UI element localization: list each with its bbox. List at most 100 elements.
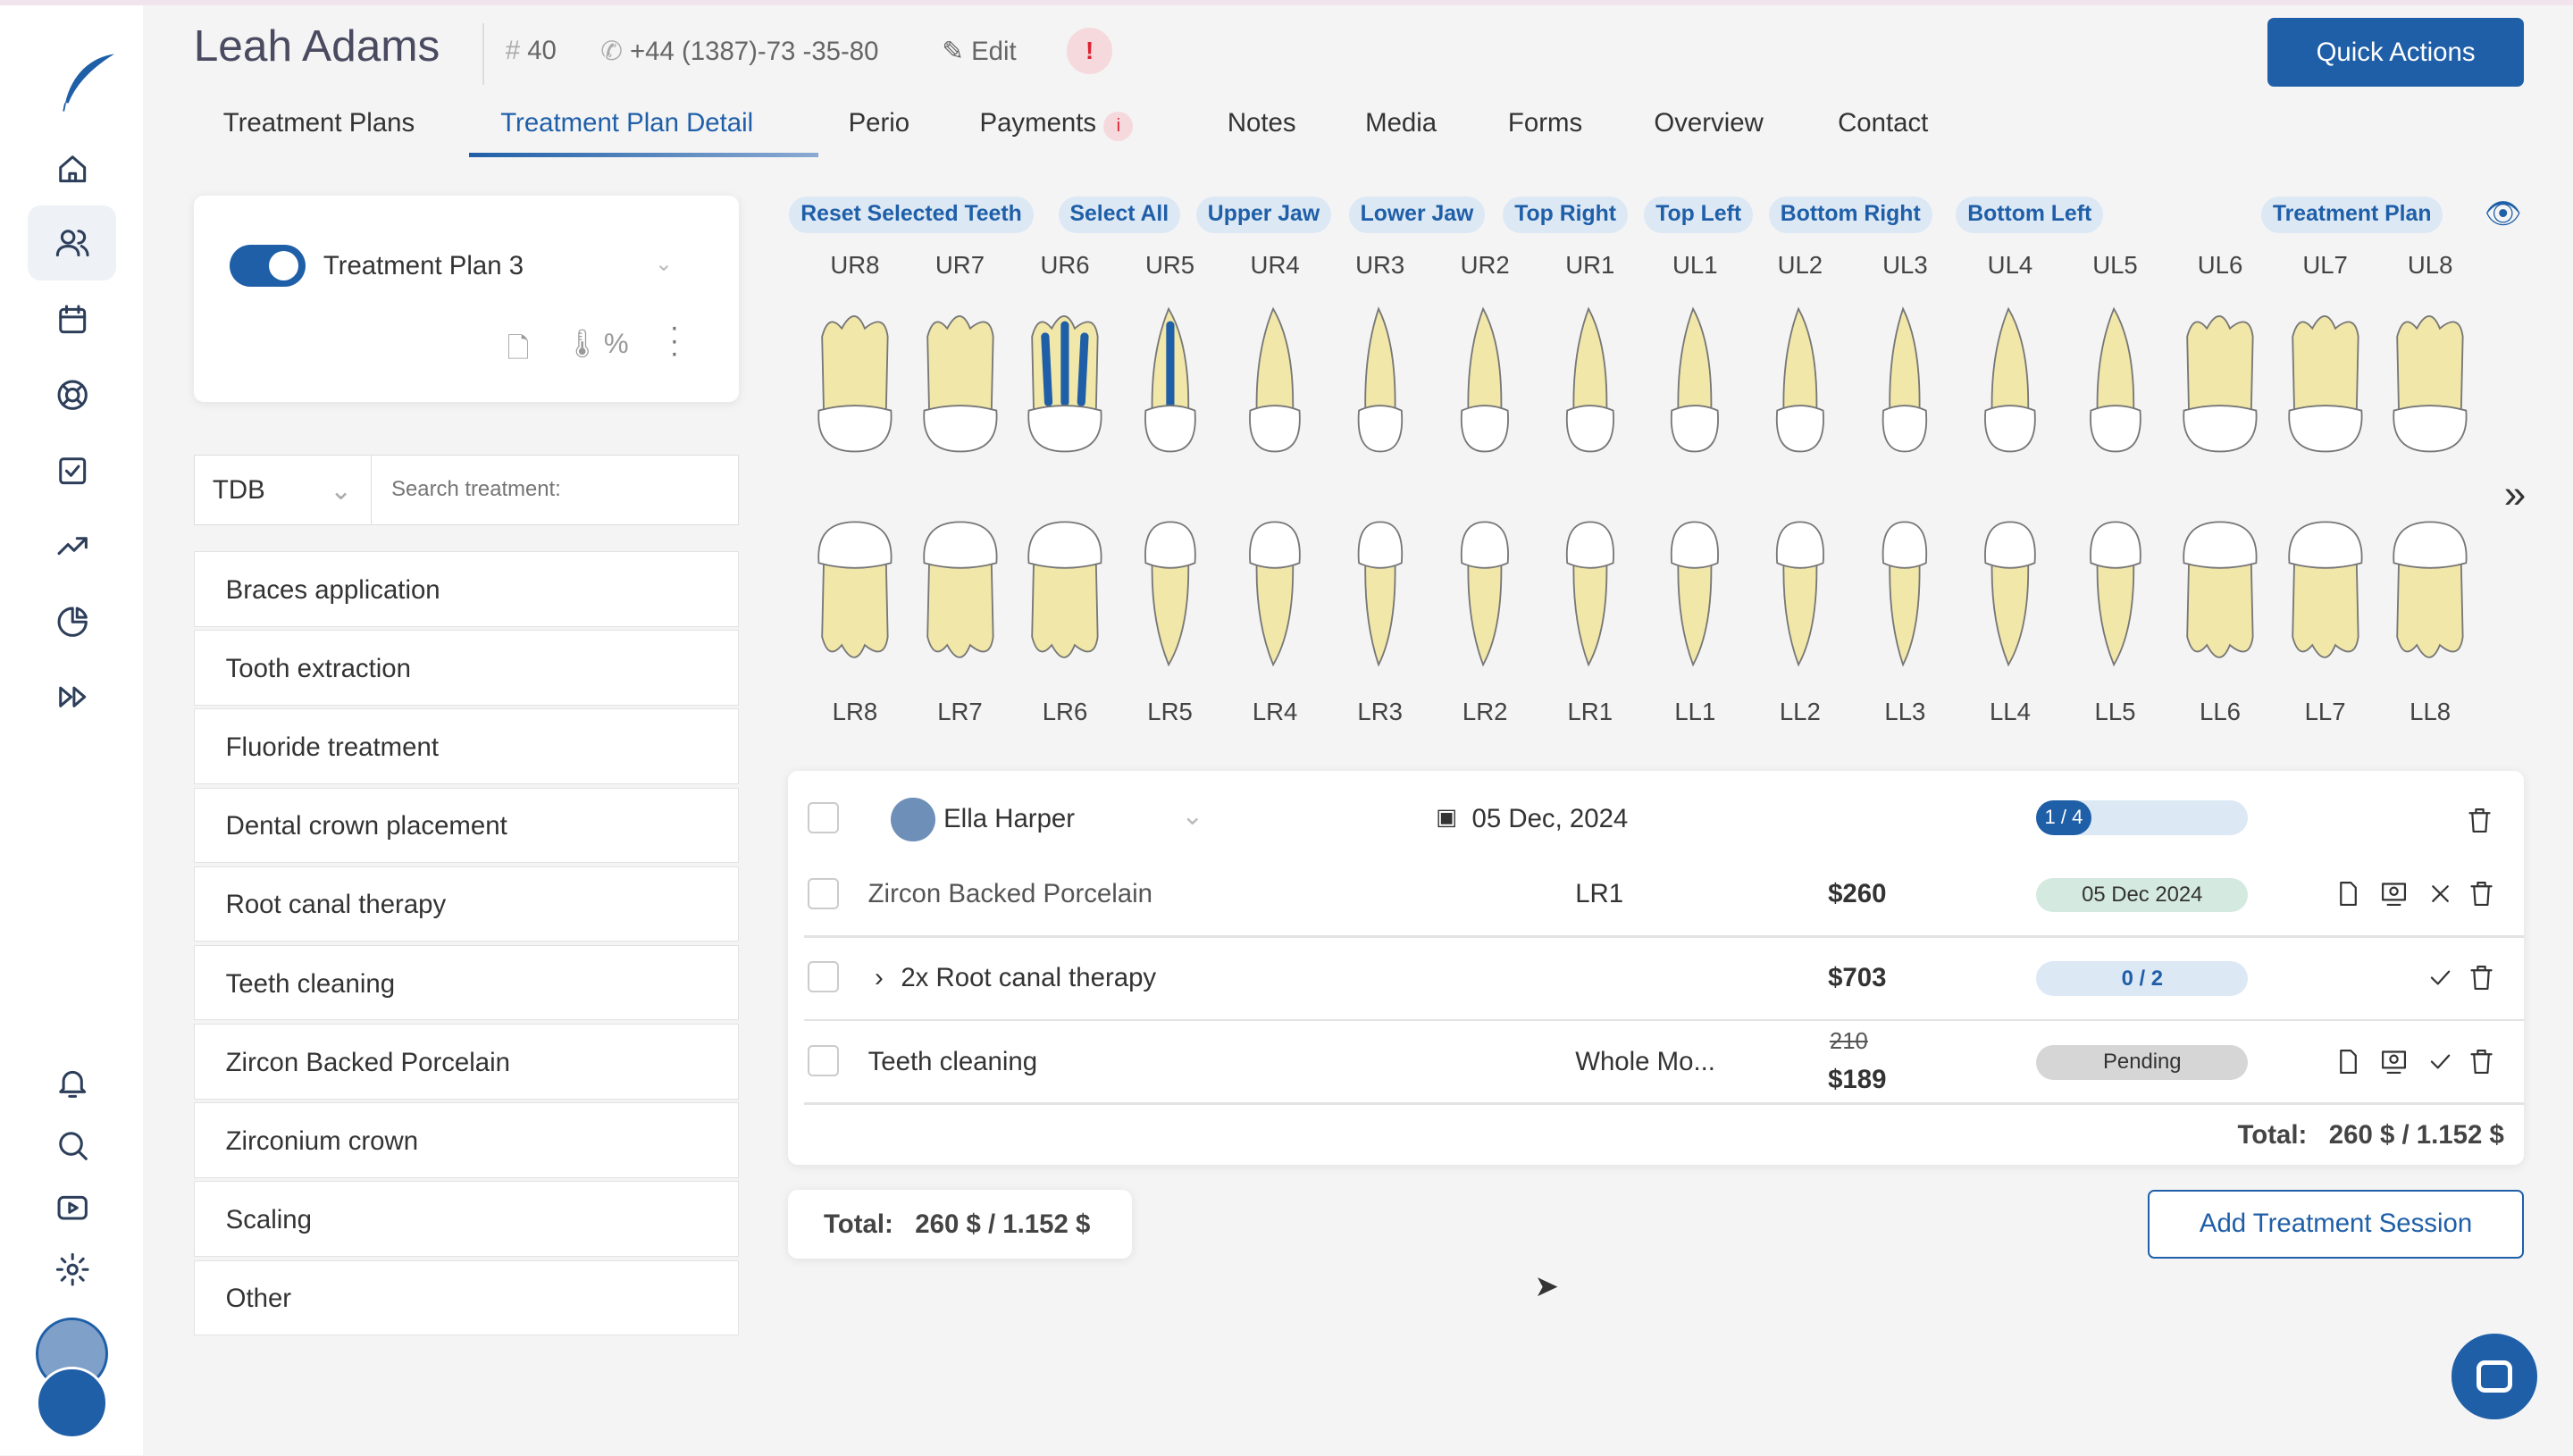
tooth[interactable] xyxy=(1969,296,2051,475)
xray-icon[interactable] xyxy=(2379,879,2409,908)
tooth-ll4-icon[interactable] xyxy=(1969,506,2051,678)
tooth-ll6-icon[interactable] xyxy=(2179,506,2261,678)
document-icon[interactable] xyxy=(2334,1047,2363,1076)
tooth[interactable] xyxy=(1759,296,1841,475)
chip-top-right[interactable]: Top Right xyxy=(1503,197,1628,233)
tooth-lr2-icon[interactable] xyxy=(1444,506,1526,678)
tooth[interactable] xyxy=(919,296,1002,475)
search-treatment-input[interactable] xyxy=(371,454,739,525)
fast-forward-icon[interactable] xyxy=(28,659,116,734)
tooth[interactable] xyxy=(814,296,896,475)
treatment-option[interactable]: Root canal therapy xyxy=(193,866,739,942)
tooth[interactable] xyxy=(1549,506,1631,685)
treatment-option[interactable]: Tooth extraction xyxy=(193,630,739,706)
close-icon[interactable] xyxy=(2426,879,2455,908)
plan-toggle[interactable] xyxy=(230,244,306,288)
eye-icon[interactable]: 👁 xyxy=(2484,197,2522,231)
chip-bottom-left[interactable]: Bottom Left xyxy=(1956,197,2104,233)
alert-icon[interactable]: ! xyxy=(1066,28,1113,74)
tooth[interactable] xyxy=(1759,506,1841,685)
clinic-logo-avatar[interactable] xyxy=(36,1366,109,1439)
doctor-chevron-icon[interactable]: ⌄ xyxy=(1181,801,1204,832)
tooth-ll5-icon[interactable] xyxy=(2074,506,2157,678)
row-checkbox[interactable] xyxy=(807,961,839,993)
tab-notes[interactable]: Notes xyxy=(1227,108,1296,138)
tooth[interactable] xyxy=(2284,296,2367,475)
bell-icon[interactable] xyxy=(28,1045,116,1120)
document-icon[interactable]: 🗋 xyxy=(507,332,530,364)
tooth[interactable] xyxy=(1234,506,1316,685)
tab-perio[interactable]: Perio xyxy=(848,108,910,138)
thermometer-icon[interactable]: 🌡 xyxy=(564,327,600,359)
xray-icon[interactable] xyxy=(2379,1047,2409,1076)
next-chevron-icon[interactable]: » xyxy=(2503,472,2527,516)
tooth[interactable] xyxy=(1444,296,1526,475)
video-icon[interactable] xyxy=(28,1170,116,1245)
tooth[interactable] xyxy=(1129,506,1211,685)
chip-reset-selected-teeth[interactable]: Reset Selected Teeth xyxy=(789,197,1034,233)
tooth-ll3-icon[interactable] xyxy=(1864,506,1946,678)
tooth-ul3-icon[interactable] xyxy=(1864,296,1946,468)
plan-dropdown-chevron-icon[interactable]: ⌄ xyxy=(654,252,673,276)
tooth-ur7-icon[interactable] xyxy=(919,296,1002,468)
edit-button[interactable]: ✎ Edit xyxy=(942,36,1016,67)
tooth[interactable] xyxy=(2074,296,2157,475)
row-checkbox[interactable] xyxy=(807,1044,839,1076)
treatment-option[interactable]: Other xyxy=(193,1259,739,1336)
tooth-ul6-icon[interactable] xyxy=(2179,296,2261,468)
delete-session-icon[interactable] xyxy=(2465,806,2494,835)
document-icon[interactable] xyxy=(2334,879,2363,908)
tooth-lr8-icon[interactable] xyxy=(814,506,896,678)
tab-payments[interactable]: Payments i xyxy=(980,108,1134,142)
patients-icon[interactable] xyxy=(28,205,117,281)
delete-icon[interactable] xyxy=(2467,879,2496,908)
tooth-ul7-icon[interactable] xyxy=(2284,296,2367,468)
session-checkbox[interactable] xyxy=(807,802,839,834)
tab-media[interactable]: Media xyxy=(1365,108,1437,138)
tooth-ul2-icon[interactable] xyxy=(1759,296,1841,468)
chip-lower-jaw[interactable]: Lower Jaw xyxy=(1348,197,1486,233)
chip-top-left[interactable]: Top Left xyxy=(1644,197,1753,233)
treatment-plan-chip[interactable]: Treatment Plan xyxy=(2260,197,2443,233)
settings-icon[interactable] xyxy=(28,1232,116,1307)
tooth[interactable] xyxy=(1339,506,1421,685)
tooth[interactable] xyxy=(1549,296,1631,475)
delete-icon[interactable] xyxy=(2467,963,2496,992)
tooth[interactable] xyxy=(1339,296,1421,475)
doctor-name[interactable]: Ella Harper xyxy=(943,803,1076,833)
tooth-ur6-icon[interactable] xyxy=(1024,296,1106,468)
category-select[interactable]: TDB ⌄ xyxy=(193,454,373,525)
tab-forms[interactable]: Forms xyxy=(1507,108,1583,138)
tooth-ll7-icon[interactable] xyxy=(2284,506,2367,678)
tooth[interactable] xyxy=(1864,296,1946,475)
tooth-lr7-icon[interactable] xyxy=(919,506,1002,678)
tooth-ul8-icon[interactable] xyxy=(2389,296,2471,468)
tooth[interactable] xyxy=(1024,296,1106,475)
home-icon[interactable] xyxy=(28,131,116,206)
treatment-option[interactable]: Braces application xyxy=(193,551,739,627)
pie-chart-icon[interactable] xyxy=(28,584,116,659)
tooth-lr6-icon[interactable] xyxy=(1024,506,1106,678)
tooth[interactable] xyxy=(2179,296,2261,475)
tab-treatment-plans[interactable]: Treatment Plans xyxy=(222,108,415,138)
tooth[interactable] xyxy=(814,506,896,685)
check-icon[interactable] xyxy=(2426,963,2455,992)
tasks-icon[interactable] xyxy=(28,433,116,508)
tooth[interactable] xyxy=(1444,506,1526,685)
chat-button[interactable] xyxy=(2451,1334,2537,1419)
tooth[interactable] xyxy=(919,506,1002,685)
treatment-option[interactable]: Teeth cleaning xyxy=(193,944,739,1021)
tooth[interactable] xyxy=(2389,506,2471,685)
tooth[interactable] xyxy=(2074,506,2157,685)
tooth-lr1-icon[interactable] xyxy=(1549,506,1631,678)
chip-bottom-right[interactable]: Bottom Right xyxy=(1768,197,1932,233)
delete-icon[interactable] xyxy=(2467,1047,2496,1076)
check-icon[interactable] xyxy=(2426,1047,2455,1076)
support-icon[interactable] xyxy=(28,357,116,432)
tooth-ll1-icon[interactable] xyxy=(1654,506,1736,678)
treatment-option[interactable]: Dental crown placement xyxy=(193,787,739,864)
tooth[interactable] xyxy=(1024,506,1106,685)
tooth[interactable] xyxy=(1864,506,1946,685)
treatment-option[interactable]: Fluoride treatment xyxy=(193,708,739,784)
tab-contact[interactable]: Contact xyxy=(1838,108,1929,138)
